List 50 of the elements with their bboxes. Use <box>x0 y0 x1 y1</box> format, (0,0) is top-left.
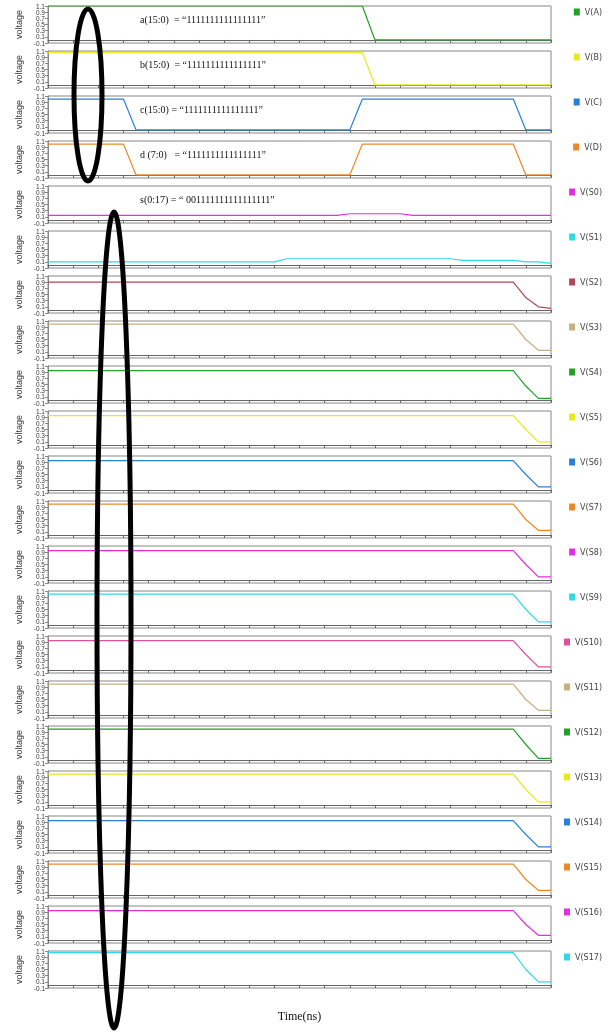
legend-label: V(B) <box>584 52 602 62</box>
y-axis-title: voltage <box>13 954 24 985</box>
y-axis-title: voltage <box>13 864 24 895</box>
legend-label: V(D) <box>584 142 602 152</box>
y-axis-title: voltage <box>13 639 24 670</box>
annotation: b(15:0) = “1111111111111111” <box>140 58 266 71</box>
legend-label: V(S11) <box>575 682 603 692</box>
legend-label: V(S2) <box>580 277 603 287</box>
y-axis-title: voltage <box>13 459 24 490</box>
legend-label: V(S1) <box>580 232 603 242</box>
legend-label: V(A) <box>584 7 602 17</box>
legend-label: V(S14) <box>575 817 603 827</box>
y-axis-title: voltage <box>13 594 24 625</box>
y-axis-title: voltage <box>13 504 24 535</box>
legend-label: V(S12) <box>575 727 603 737</box>
y-axis-title: voltage <box>13 774 24 805</box>
y-axis-title: voltage <box>13 234 24 265</box>
legend-label: V(S3) <box>580 322 603 332</box>
annotation: d (7:0) = “1111111111111111” <box>140 148 266 161</box>
legend-label: V(S8) <box>580 547 603 557</box>
y-axis-title: voltage <box>13 144 24 175</box>
y-axis-title: voltage <box>13 99 24 130</box>
legend-label: V(S16) <box>575 907 603 917</box>
y-axis-title: voltage <box>13 909 24 940</box>
y-axis-title: voltage <box>13 324 24 355</box>
legend-label: V(S7) <box>580 502 603 512</box>
legend-label: V(S10) <box>575 637 603 647</box>
y-axis-title: voltage <box>13 729 24 760</box>
y-axis-title: voltage <box>13 189 24 220</box>
annotation: a(15:0) = “1111111111111111” <box>140 13 266 26</box>
y-axis-title: voltage <box>13 549 24 580</box>
y-axis-title: voltage <box>13 9 24 40</box>
legend-label: V(S13) <box>575 772 603 782</box>
legend-label: V(S5) <box>580 412 603 422</box>
y-axis-title: voltage <box>13 279 24 310</box>
x-axis-title: Time(ns) <box>277 1009 322 1023</box>
legend-label: V(S4) <box>580 367 603 377</box>
legend-label: V(C) <box>584 97 603 107</box>
y-axis-title: voltage <box>13 819 24 850</box>
legend-label: V(S15) <box>575 862 603 872</box>
legend-label: V(S17) <box>575 952 603 962</box>
annotation: s(0:17) = “ 001111111111111111” <box>140 193 275 206</box>
legend-label: V(S0) <box>580 187 603 197</box>
y-axis-title: voltage <box>13 369 24 400</box>
y-axis-title: voltage <box>13 54 24 85</box>
y-axis-title: voltage <box>13 414 24 445</box>
y-axis-title: voltage <box>13 684 24 715</box>
annotation: c(15:0) = “1111111111111111” <box>140 103 263 116</box>
legend-label: V(S9) <box>580 592 603 602</box>
legend-label: V(S6) <box>580 457 603 467</box>
